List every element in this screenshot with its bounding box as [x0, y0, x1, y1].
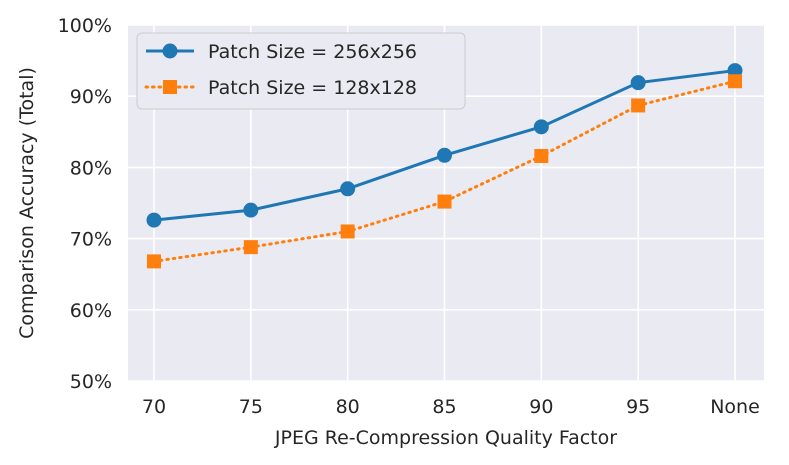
series-1	[147, 74, 742, 269]
data-point	[147, 254, 161, 269]
data-point	[630, 75, 646, 91]
data-point	[533, 119, 549, 135]
data-point	[146, 212, 162, 228]
data-point	[243, 202, 259, 218]
y-axis-label: Comparison Accuracy (Total)	[16, 67, 38, 339]
data-point	[631, 98, 646, 113]
series-layer	[146, 63, 743, 269]
y-tick-label: 80%	[70, 157, 112, 179]
y-tick-label: 100%	[58, 15, 112, 37]
x-tick-label: 90	[529, 396, 553, 418]
data-point	[437, 194, 452, 209]
x-tick-labels: 70 75 80 85 90 95 None	[142, 396, 760, 418]
legend-marker-128	[163, 80, 177, 94]
data-point	[243, 240, 258, 255]
y-tick-label: 60%	[70, 300, 112, 322]
series-0	[146, 63, 743, 228]
x-tick-label: 95	[626, 396, 650, 418]
data-point	[534, 149, 549, 164]
x-tick-label: 75	[239, 396, 263, 418]
x-axis-label: JPEG Re-Compression Quality Factor	[274, 427, 617, 449]
data-point	[340, 181, 356, 197]
x-tick-label: 80	[336, 396, 360, 418]
x-tick-label: 70	[142, 396, 166, 418]
y-tick-label: 90%	[70, 86, 112, 108]
y-tick-label: 50%	[70, 371, 112, 393]
legend-box	[136, 32, 466, 110]
data-point	[728, 74, 742, 89]
x-tick-label: 85	[432, 396, 456, 418]
data-point	[340, 224, 355, 239]
legend: Patch Size = 256x256 Patch Size = 128x12…	[136, 32, 466, 110]
y-tick-labels: 50% 60% 70% 80% 90% 100%	[58, 15, 112, 393]
legend-label-128: Patch Size = 128x128	[208, 77, 417, 99]
y-tick-label: 70%	[70, 229, 112, 251]
x-tick-label: None	[710, 396, 760, 418]
legend-label-256: Patch Size = 256x256	[208, 41, 417, 63]
data-point	[437, 147, 452, 163]
legend-marker-256	[162, 43, 178, 59]
